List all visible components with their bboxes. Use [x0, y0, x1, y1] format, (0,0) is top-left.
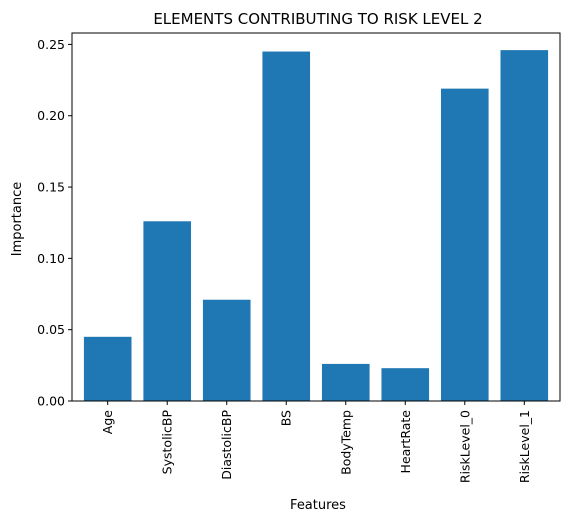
chart-title: ELEMENTS CONTRIBUTING TO RISK LEVEL 2	[153, 10, 482, 28]
bar-heartrate	[381, 368, 430, 401]
x-tick-label: BodyTemp	[338, 410, 353, 475]
bar-systolicbp	[143, 221, 192, 401]
bar-risklevel-1	[500, 50, 549, 402]
y-axis-label: Importance	[10, 182, 25, 257]
y-tick-label: 0.05	[37, 322, 65, 337]
x-tick-label: HeartRate	[398, 410, 413, 474]
x-axis-ticks: Age SystolicBP DiastolicBP BS BodyTemp HeartR…	[100, 401, 532, 483]
x-tick-label: DiastolicBP	[219, 410, 234, 480]
bar-diastolicbp	[202, 299, 251, 401]
x-tick-label: SystolicBP	[160, 410, 175, 475]
y-tick-label: 0.10	[37, 251, 65, 266]
x-tick-label: BS	[279, 410, 294, 426]
plot-frame	[71, 32, 561, 402]
y-tick-label: 0.20	[37, 108, 65, 123]
y-axis-ticks: 0.00 0.05 0.10 0.15 0.20 0.25	[37, 37, 72, 409]
x-tick-label: Age	[100, 410, 115, 434]
bar-age	[83, 336, 132, 401]
x-axis-label: Features	[290, 498, 346, 513]
y-tick-label: 0.25	[37, 37, 65, 52]
y-tick-label: 0.15	[37, 180, 65, 195]
bar-risklevel-0	[440, 88, 489, 401]
bar-bs	[262, 51, 311, 401]
x-tick-label: RiskLevel_0	[457, 410, 472, 483]
y-tick-label: 0.00	[37, 394, 65, 409]
x-tick-label: RiskLevel_1	[517, 410, 532, 483]
bars-group	[83, 50, 549, 402]
bar-bodytemp	[321, 363, 370, 401]
